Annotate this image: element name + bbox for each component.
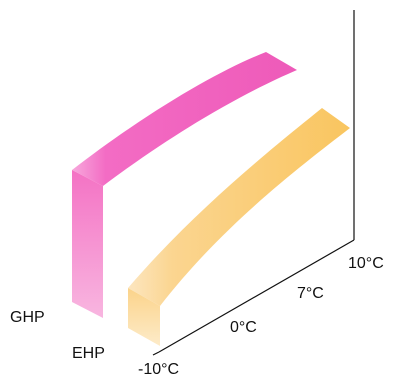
series-ghp-top-face [72,52,297,186]
series-ehp [128,108,350,346]
series-ehp-top-face [128,108,350,306]
tick-label-minus10: -10°C [138,361,179,378]
series-ehp-front-face [128,288,160,346]
axis-corner-tick [152,351,160,356]
series-ghp-front-face [72,170,103,318]
tick-label-0: 0°C [230,319,257,336]
tick-label-10: 10°C [348,255,384,272]
series-ghp [72,52,297,318]
series-label-ghp: GHP [10,309,45,326]
tick-label-7: 7°C [297,285,324,302]
series-label-ehp: EHP [72,345,105,362]
depth-axis [158,239,355,353]
